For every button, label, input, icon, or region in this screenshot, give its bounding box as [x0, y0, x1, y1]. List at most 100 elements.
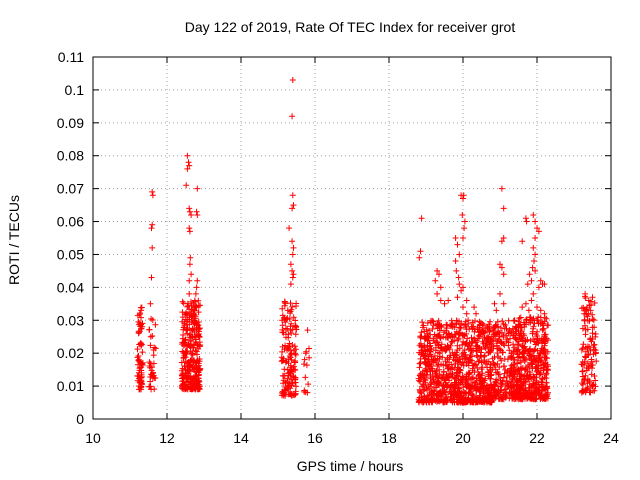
data-point — [194, 212, 201, 218]
data-point — [588, 356, 595, 363]
data-point — [187, 379, 194, 386]
data-point — [541, 310, 548, 317]
data-point — [457, 390, 464, 397]
data-point — [582, 353, 588, 360]
data-point — [282, 325, 289, 332]
data-point — [448, 339, 455, 345]
data-point — [188, 271, 195, 278]
y-tick-label: 0.1 — [65, 82, 85, 98]
data-point — [148, 274, 155, 281]
data-point — [589, 383, 596, 389]
x-tick-label: 12 — [159, 430, 175, 446]
x-tick-label: 16 — [307, 430, 323, 446]
data-point — [147, 300, 154, 307]
data-point — [473, 310, 479, 317]
data-point — [441, 300, 448, 307]
data-point — [516, 370, 523, 376]
data-point — [451, 334, 457, 341]
data-point — [513, 328, 520, 335]
data-point — [419, 319, 426, 326]
data-point — [455, 377, 462, 384]
data-point — [515, 354, 522, 361]
data-point — [195, 309, 202, 316]
data-point — [423, 326, 430, 333]
data-point — [434, 267, 441, 274]
data-point — [469, 325, 476, 332]
data-point — [579, 388, 586, 395]
data-point — [473, 362, 480, 369]
data-point — [505, 339, 512, 346]
data-point — [304, 327, 311, 334]
data-point — [289, 205, 296, 212]
chart-title: Day 122 of 2019, Rate Of TEC Index for r… — [185, 19, 516, 35]
data-point — [522, 215, 529, 222]
data-point — [138, 325, 145, 332]
data-point — [584, 326, 591, 333]
data-point — [444, 355, 451, 361]
data-point — [539, 375, 546, 382]
data-point — [471, 379, 478, 385]
data-point — [509, 325, 516, 332]
data-point — [465, 371, 472, 378]
data-point — [418, 347, 425, 354]
data-point — [437, 335, 444, 342]
data-point — [459, 359, 466, 366]
data-point — [466, 389, 473, 396]
data-point — [293, 303, 299, 309]
data-point — [478, 366, 485, 373]
data-point — [462, 351, 469, 358]
data-point — [480, 322, 487, 329]
y-tick-label: 0.03 — [57, 312, 84, 328]
data-point — [589, 330, 596, 337]
plot-frame — [92, 56, 612, 420]
data-point — [455, 364, 462, 371]
data-point — [518, 381, 525, 388]
data-point — [482, 394, 489, 401]
data-point — [540, 393, 547, 400]
data-point — [532, 251, 539, 258]
data-point — [424, 320, 431, 326]
data-point — [287, 261, 294, 268]
data-point — [512, 367, 519, 374]
data-point — [147, 333, 154, 340]
data-point — [467, 345, 474, 352]
data-point — [580, 341, 587, 348]
data-point — [581, 358, 588, 365]
data-point — [456, 324, 463, 331]
data-point — [285, 370, 292, 377]
data-point — [194, 185, 201, 192]
data-point — [478, 359, 485, 366]
data-point — [292, 322, 299, 329]
data-point — [184, 165, 191, 172]
axis-ticks — [92, 56, 612, 420]
data-points — [134, 77, 600, 406]
data-point — [474, 364, 481, 371]
data-point — [460, 304, 466, 311]
data-point — [425, 397, 432, 404]
data-point — [532, 218, 539, 225]
y-tick-label: 0.06 — [57, 214, 84, 230]
data-point — [523, 218, 530, 225]
data-point — [522, 300, 529, 307]
data-point — [533, 380, 540, 386]
data-point — [188, 319, 195, 325]
data-point — [502, 394, 509, 401]
data-point — [427, 348, 434, 355]
data-point — [453, 369, 460, 376]
data-point — [505, 317, 512, 324]
data-point — [302, 350, 309, 357]
data-point — [454, 294, 461, 301]
data-point — [280, 377, 287, 384]
data-point — [460, 235, 466, 241]
data-point — [486, 341, 493, 348]
y-tick-label: 0.07 — [57, 181, 84, 197]
data-point — [578, 305, 585, 312]
data-point — [491, 324, 498, 331]
data-point — [284, 378, 291, 385]
data-point — [281, 366, 288, 373]
data-point — [279, 329, 286, 336]
data-point — [485, 334, 492, 341]
data-point — [530, 290, 537, 297]
data-point — [194, 357, 201, 364]
data-point — [481, 353, 488, 360]
